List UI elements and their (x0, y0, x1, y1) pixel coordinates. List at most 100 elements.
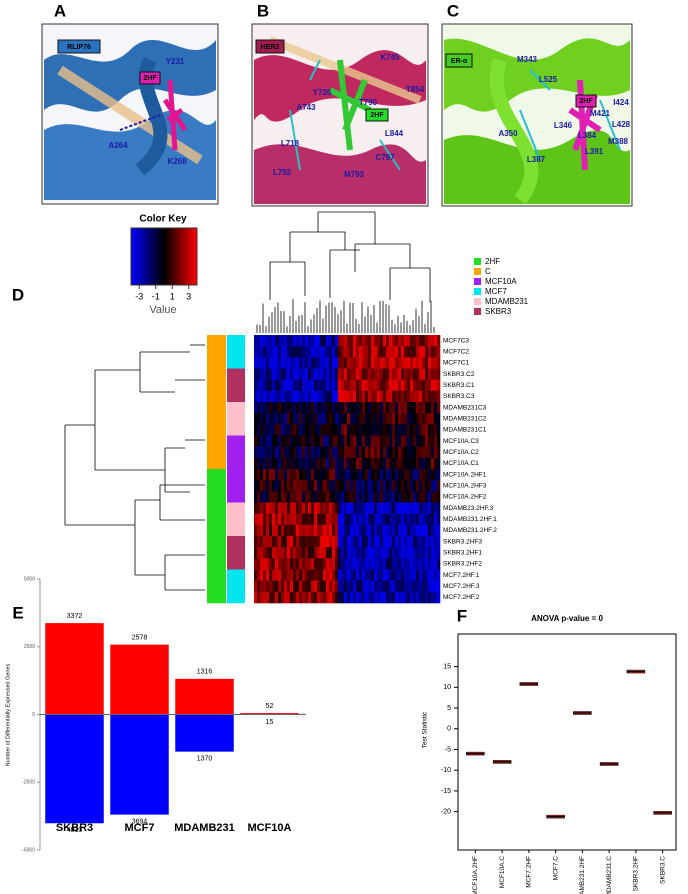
heatmap-cell (344, 446, 348, 459)
heatmap-cell (314, 513, 318, 526)
heatmap-cell (392, 524, 396, 537)
heatmap-cell (437, 536, 441, 548)
heatmap-cell (404, 402, 408, 414)
heatmap-cell (407, 402, 411, 414)
value-label: 15 (266, 719, 274, 726)
heatmap-cell (329, 469, 333, 481)
heatmap-cell (308, 435, 312, 447)
heatmap-cell (287, 335, 291, 347)
heatmap-cell (254, 435, 258, 447)
heatmap-cell (380, 547, 384, 559)
heatmap-cell (386, 502, 390, 514)
heatmap-cell (407, 547, 411, 559)
heatmap-cell (416, 502, 420, 514)
heatmap-cell (287, 480, 291, 492)
heatmap-cell (359, 335, 363, 347)
heatmap-cell (359, 446, 363, 459)
heatmap-cell (428, 491, 432, 503)
heatmap-cell (422, 547, 426, 559)
heatmap-cell (413, 536, 417, 548)
heatmap-cell (296, 335, 300, 347)
heatmap-cell (425, 491, 429, 503)
heatmap-cell (407, 435, 411, 447)
heatmap-cell (299, 502, 303, 514)
heatmap-cell (416, 469, 420, 481)
heatmap-cell (386, 402, 390, 414)
heatmap-cell (347, 558, 351, 570)
heatmap-cell (377, 390, 381, 403)
heatmap-cell (422, 524, 426, 537)
heatmap-cell (386, 524, 390, 537)
heatmap-cell (422, 502, 426, 514)
heatmap-cell (284, 402, 288, 414)
heatmap-cell (398, 558, 402, 570)
heatmap-cell (311, 390, 315, 403)
heatmap-cell (320, 513, 324, 526)
residue-label: Y726 (313, 88, 332, 97)
heatmap-cell (395, 346, 399, 358)
heatmap-cell (284, 580, 288, 593)
heatmap-cell (281, 513, 285, 526)
heatmap-cell (437, 368, 441, 380)
heatmap-cell (401, 424, 405, 436)
heatmap-cell (260, 335, 264, 347)
heatmap-cell (272, 513, 276, 526)
heatmap-cell (371, 346, 375, 358)
heatmap-cell (386, 591, 390, 604)
heatmap-cell (332, 580, 336, 593)
heatmap-cell (332, 591, 336, 604)
heatmap-cell (422, 536, 426, 548)
heatmap-cell (425, 457, 429, 470)
y-tick-label: 15 (443, 663, 451, 670)
heatmap-cell (431, 524, 435, 537)
heatmap-cell (377, 446, 381, 459)
heatmap-cell (341, 480, 345, 492)
heatmap-cell (368, 413, 372, 425)
heatmap-cell (332, 402, 336, 414)
heatmap-cell (392, 402, 396, 414)
heatmap-cell (293, 390, 297, 403)
heatmap-cell (272, 591, 276, 604)
heatmap-cell (323, 513, 327, 526)
heatmap-cell (377, 368, 381, 380)
heatmap-cell (260, 536, 264, 548)
heatmap-cell (365, 368, 369, 380)
heatmap-cell (305, 580, 309, 593)
heatmap-cell (296, 390, 300, 403)
heatmap-cell (389, 491, 393, 503)
heatmap-cell (329, 335, 333, 347)
heatmap-cell (257, 491, 261, 503)
heatmap-cell (350, 379, 354, 392)
heatmap-cell (380, 524, 384, 537)
heatmap-cell (353, 346, 357, 358)
value-label: 1316 (197, 669, 213, 676)
heatmap-cell (356, 547, 360, 559)
heatmap-cell (422, 446, 426, 459)
heatmap-cell (416, 580, 420, 593)
heatmap-cell (293, 335, 297, 347)
heatmap-cell (344, 413, 348, 425)
heatmap-cell (431, 357, 435, 369)
heatmap-cell (338, 346, 342, 358)
heatmap-cell (329, 591, 333, 604)
heatmap-cell (320, 569, 324, 581)
heatmap-cell (404, 357, 408, 369)
heatmap-cell (413, 357, 417, 369)
heatmap-cell (263, 513, 267, 526)
heatmap-cell (341, 502, 345, 514)
heatmap-cell (353, 335, 357, 347)
heatmap-cell (254, 335, 258, 347)
heatmap-cell (365, 446, 369, 459)
heatmap-cell (353, 591, 357, 604)
heatmap-cell (437, 491, 441, 503)
heatmap-cell (392, 335, 396, 347)
heatmap-cell (266, 502, 270, 514)
heatmap-cell (341, 390, 345, 403)
heatmap-cell (275, 524, 279, 537)
x-tick-label: MDAMB231.2HF (579, 856, 586, 894)
heatmap-cell (323, 368, 327, 380)
heatmap-cell (272, 580, 276, 593)
heatmap-cell (332, 469, 336, 481)
residue-label: L384 (578, 131, 597, 140)
heatmap-cell (281, 413, 285, 425)
